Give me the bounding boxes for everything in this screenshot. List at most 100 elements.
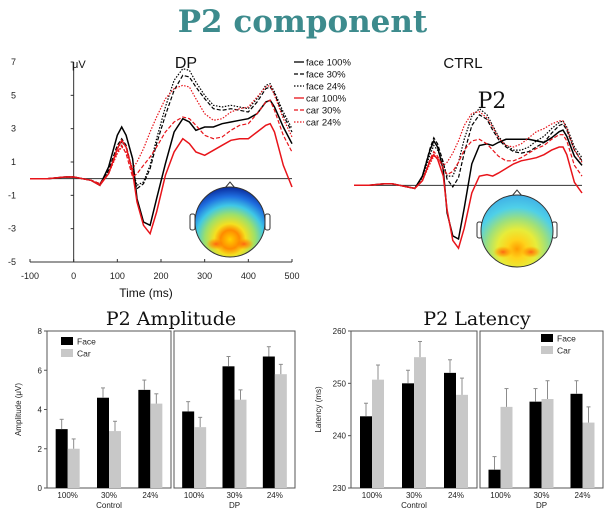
erp-dp-panel: 7 5 3 1 -1 -3 -5 -100 0 100 200 300 400 500 μV Time (ms…: [8, 55, 300, 300]
bar: [488, 469, 501, 488]
erp-panel-title: CTRL: [443, 55, 482, 72]
bar-legend-swatch: [541, 346, 553, 354]
erp-xtick-label: 300: [197, 271, 212, 281]
dp-topomap-left-ear: [189, 213, 196, 231]
bar-category-label: 30%: [101, 491, 117, 500]
bar-ytick-label: 260: [333, 327, 347, 336]
bar-ytick-label: 2: [38, 445, 43, 454]
bar: [262, 356, 275, 488]
dp-topomap-hotspot-left: [206, 238, 226, 250]
bar: [529, 401, 542, 488]
bar-category-label: 100%: [57, 491, 77, 500]
bar: [194, 427, 207, 488]
erp-series-line: [30, 74, 293, 190]
bar: [67, 448, 80, 488]
erp-legend-label: face 30%: [306, 70, 346, 81]
bar-category-label: 100%: [362, 491, 382, 500]
bar-ytick-label: 8: [38, 327, 43, 336]
erp-series-line: [30, 84, 293, 185]
ctrl-topomap-nose: [511, 189, 523, 197]
bar: [444, 372, 456, 488]
erp-xtick-label: 100: [110, 271, 125, 281]
bar-ytick-label: 4: [38, 406, 43, 415]
erp-ytick-label: 7: [11, 57, 16, 67]
ctrl-topomap-head: [480, 194, 554, 268]
dp-topomap-right-ear: [264, 213, 271, 231]
bar-group-label: DP: [229, 501, 240, 510]
erp-series-line: [354, 111, 583, 190]
bar: [456, 394, 468, 488]
bar: [570, 393, 583, 488]
erp-panel-title: DP: [175, 55, 197, 72]
bar-legend-label: Car: [77, 349, 91, 359]
bar: [402, 383, 414, 488]
bar: [97, 397, 109, 488]
dp-topomap-nose: [224, 181, 236, 189]
bar-panel-title: P2 Latency: [423, 308, 531, 330]
ctrl-topomap-hotspot-right: [521, 246, 541, 258]
dp-topomap-hotspot-right: [234, 238, 254, 250]
bar-legend-swatch: [61, 337, 73, 345]
erp-legend-label: car 100%: [306, 94, 347, 105]
bar-category-label: 100%: [184, 491, 204, 500]
erp-xtick-label: 500: [284, 271, 299, 281]
bar: [138, 389, 151, 488]
bar-group-label: Control: [401, 501, 427, 510]
bar-ytick-label: 250: [333, 379, 347, 388]
bar-ytick-label: 230: [333, 484, 347, 493]
erp-legend-label: face 24%: [306, 82, 346, 93]
erp-xtick-label: 0: [71, 271, 76, 281]
bar: [182, 411, 195, 488]
bar: [109, 431, 121, 488]
bar-legend-swatch: [61, 349, 73, 357]
erp-ytick-label: 3: [11, 124, 16, 134]
bar: [55, 429, 68, 488]
bar-group-label: Control: [96, 501, 122, 510]
bar: [234, 399, 247, 488]
bar: [360, 416, 372, 488]
erp-p2-annotation: P2: [478, 89, 507, 114]
dp-topomap-head: [194, 186, 266, 258]
bar-ytick-label: 240: [333, 432, 347, 441]
bar-category-label: 30%: [226, 491, 242, 500]
p2-latency-panel: P2 Latency 230 240 250 260 Latency (ms) 100% 30…: [314, 308, 604, 510]
erp-ctrl-panel: CTRL P2: [354, 55, 583, 268]
bar-legend-label: Car: [557, 346, 571, 356]
erp-series-line: [30, 99, 293, 185]
bar-legend-label: Face: [557, 334, 576, 344]
erp-xtick-label: 400: [241, 271, 256, 281]
erp-y-axis-label: μV: [72, 59, 86, 71]
bar: [222, 366, 235, 488]
erp-ytick-label: 5: [11, 90, 16, 100]
bar-panel-title: P2 Amplitude: [106, 308, 236, 330]
erp-legend-label: car 24%: [306, 118, 341, 129]
erp-figure: 7 5 3 1 -1 -3 -5 -100 0 100 200 300 400 500 μV Time (ms…: [8, 55, 583, 300]
bar-category-label: 30%: [406, 491, 422, 500]
bar-category-label: 100%: [490, 491, 510, 500]
erp-series-line: [354, 107, 583, 190]
ctrl-topomap-hotspot-left: [493, 246, 513, 258]
bar: [150, 403, 163, 488]
bar-ytick-label: 6: [38, 366, 43, 375]
bar-category-label: 24%: [142, 491, 158, 500]
bar-ytick-label: 0: [38, 484, 43, 493]
bar-figures: P2 Amplitude 0 2 4 6 8 Amplitude (μV) 100% 30% 24…: [14, 308, 604, 510]
bar: [274, 374, 287, 488]
bar-category-label: 30%: [533, 491, 549, 500]
bar: [372, 379, 384, 488]
erp-ytick-label: 1: [11, 157, 16, 167]
bar: [500, 406, 513, 488]
erp-legend: face 100%face 30%face 24%car 100%car 30%…: [294, 58, 351, 129]
bar-category-label: 24%: [574, 491, 590, 500]
erp-xtick-label: -100: [21, 271, 39, 281]
bar: [541, 399, 554, 488]
erp-series-line: [30, 122, 293, 236]
bar-y-axis-label: Latency (ms): [314, 386, 323, 433]
erp-series-line: [354, 134, 583, 190]
bar-category-label: 24%: [267, 491, 283, 500]
erp-legend-label: face 100%: [306, 58, 351, 69]
erp-xtick-label: 200: [153, 271, 168, 281]
erp-ytick-label: -5: [8, 257, 16, 267]
p2-amplitude-panel: P2 Amplitude 0 2 4 6 8 Amplitude (μV) 100% 30% 24…: [14, 308, 296, 510]
bar: [414, 357, 426, 488]
